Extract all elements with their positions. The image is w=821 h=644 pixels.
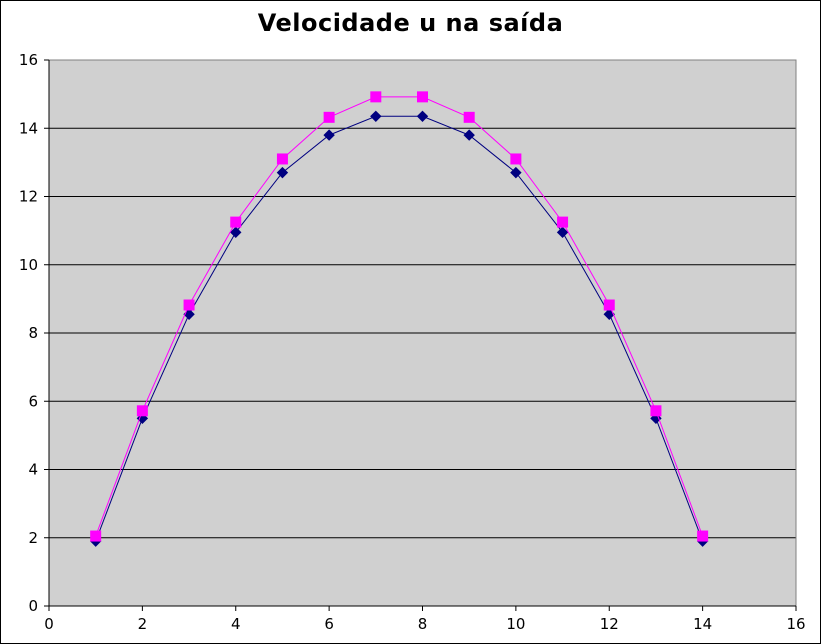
data-point-diamond [276, 166, 289, 179]
y-tick-label: 14 [19, 119, 38, 137]
x-tick-label: 16 [786, 615, 805, 633]
data-point-square [230, 216, 242, 228]
x-tick-label: 6 [324, 615, 334, 633]
data-point-square [136, 405, 148, 417]
data-point-square [417, 91, 428, 103]
data-point-diamond [510, 166, 522, 179]
series-line [95, 96, 704, 537]
y-tick-label: 10 [19, 256, 38, 274]
data-point-diamond [416, 110, 429, 123]
data-point-diamond [463, 129, 475, 141]
chart-title: Velocidade u na saída [257, 9, 564, 37]
y-tick-label: 8 [28, 324, 38, 342]
series-layer [89, 91, 709, 547]
data-point-square [697, 530, 709, 542]
data-point-square [276, 153, 288, 165]
data-point-diamond [556, 226, 569, 239]
y-tick-label: 0 [28, 597, 38, 615]
y-tick-label: 16 [19, 51, 38, 69]
data-point-diamond [370, 110, 382, 123]
data-point-diamond [230, 226, 242, 239]
axis-layer: 0 2 4 6 8 10 12 14 16 0 2 4 6 8 10 12 14 16 [19, 51, 806, 633]
x-tick-label: 14 [693, 615, 712, 633]
x-tick-label: 4 [231, 615, 241, 633]
x-tick-label: 10 [506, 615, 525, 633]
series-2 [90, 91, 709, 542]
data-point-square [650, 405, 662, 417]
data-point-square [323, 111, 335, 123]
y-tick-label: 6 [28, 392, 38, 410]
data-point-square [510, 153, 522, 165]
y-tick-label: 4 [28, 461, 38, 479]
data-point-square [183, 299, 195, 311]
data-point-square [603, 299, 615, 311]
data-point-square [370, 91, 382, 103]
data-point-diamond [323, 129, 335, 141]
y-tick-label: 12 [19, 188, 38, 206]
series-line [95, 115, 704, 542]
data-point-square [90, 530, 102, 542]
data-point-square [557, 216, 569, 228]
y-tick-label: 2 [28, 529, 38, 547]
x-tick-label: 2 [138, 615, 148, 633]
x-tick-label: 8 [418, 615, 428, 633]
x-tick-label: 0 [44, 615, 54, 633]
data-point-square [463, 111, 475, 123]
x-tick-label: 12 [600, 615, 619, 633]
